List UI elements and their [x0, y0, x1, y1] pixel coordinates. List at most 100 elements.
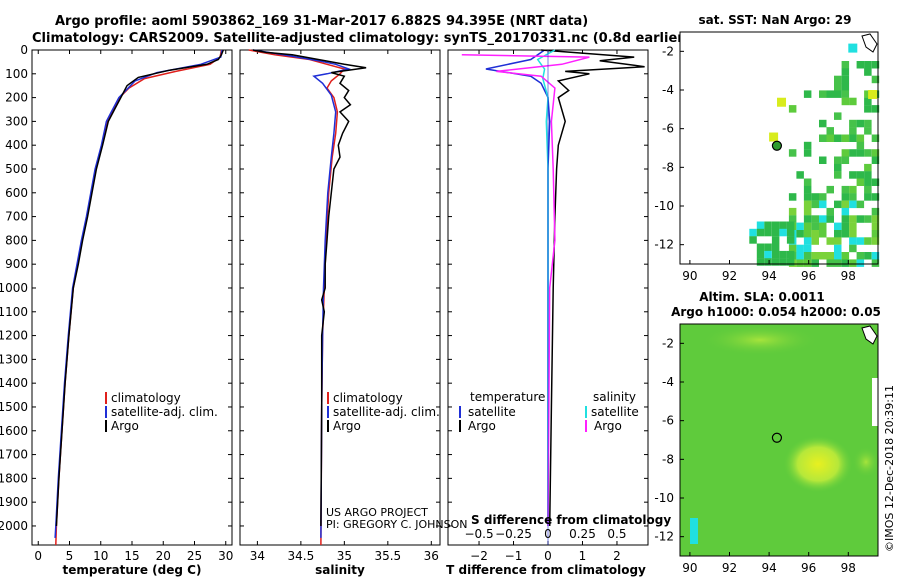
- map-x-tick-label: 96: [801, 561, 816, 575]
- sst-pixel: [826, 215, 834, 223]
- sst-pixel: [803, 215, 812, 223]
- sst-pixel: [788, 105, 797, 113]
- sst-pixel: [834, 222, 842, 231]
- x-tick-label: −2: [470, 549, 488, 563]
- x-tick-label: 36: [424, 549, 439, 563]
- imos-credit: ©IMOS 12-Dec-2018 20:39:11: [883, 385, 896, 552]
- sst-pixel: [796, 244, 804, 253]
- sst-pixel: [841, 200, 850, 209]
- sst-pixel: [856, 171, 865, 179]
- sst-pixel: [841, 215, 850, 223]
- sla-map-axes: 90 92 94 96 98 -2 -4 -6 -8 -10 -12: [654, 336, 856, 575]
- series-argo: [55, 49, 224, 527]
- map-x-tick-label: 96: [801, 269, 816, 283]
- map-y-tick-label: -6: [662, 122, 674, 136]
- sst-pixel: [803, 141, 812, 150]
- sst-pixel: [819, 252, 827, 260]
- sst-pixel: [849, 259, 857, 267]
- sst-pixel: [819, 193, 827, 201]
- sst-pixel: [871, 105, 880, 113]
- depth-tick-label: 1200: [0, 329, 28, 343]
- sst-pixel: [841, 185, 850, 194]
- sla-missing-strip: [872, 378, 878, 426]
- depth-tick-label: 800: [5, 233, 28, 247]
- sst-pixel: [856, 141, 865, 150]
- sst-pixel: [771, 243, 780, 251]
- sst-pixel: [834, 230, 842, 238]
- depth-tick-label: 1300: [0, 352, 28, 366]
- legend-temperature-title: temperature: [470, 390, 545, 404]
- legend-clim-label: climatology: [111, 391, 181, 405]
- sst-pixel: [756, 228, 765, 237]
- depth-tick-label: 1800: [0, 471, 28, 485]
- x-tick-label: 25: [187, 549, 202, 563]
- sst-pixel: [871, 252, 880, 260]
- sst-pixel: [811, 237, 819, 245]
- sst-pixel: [779, 228, 787, 237]
- sst-pixel: [864, 119, 872, 128]
- sst-pixel: [864, 193, 872, 201]
- map-x-tick-label: 90: [682, 269, 697, 283]
- sst-pixel: [786, 258, 795, 266]
- map-y-tick-label: -6: [662, 414, 674, 428]
- depth-tick-label: 500: [5, 162, 28, 176]
- x-tick-label: −1: [505, 549, 523, 563]
- sst-pixel: [856, 237, 865, 245]
- series-climatology: [248, 49, 346, 546]
- sst-pixel: [849, 171, 857, 179]
- sst-pixel: [826, 134, 834, 142]
- sst-pixel: [834, 112, 842, 120]
- sst-pixel: [864, 185, 872, 194]
- sst-pixel: [803, 237, 812, 245]
- legend-clim-label: climatology: [333, 391, 403, 405]
- depth-tick-label: 1700: [0, 448, 28, 462]
- sst-pixel: [811, 252, 819, 260]
- sst-pixel: [764, 243, 772, 251]
- sst-pixel: [841, 83, 850, 91]
- sst-pixel: [803, 244, 812, 253]
- sst-pixel: [864, 105, 872, 113]
- sst-pixel: [856, 215, 865, 223]
- sst-pixel: [841, 252, 850, 260]
- series-satellite-adj-clim-: [252, 49, 352, 538]
- sst-pixel: [849, 127, 857, 135]
- sst-pixel: [803, 193, 812, 201]
- legend-s-argo-label: Argo: [594, 419, 622, 433]
- map-y-tick-label: -10: [654, 491, 674, 505]
- map-x-tick-label: 90: [682, 561, 697, 575]
- map-y-tick-label: -2: [662, 44, 674, 58]
- x-tick-label: 10: [93, 549, 108, 563]
- sst-pixel: [834, 90, 842, 98]
- sst-pixel: [871, 61, 880, 69]
- sst-pixel: [826, 237, 834, 245]
- depth-tick-label: 1400: [0, 376, 28, 390]
- sst-pixel: [841, 259, 850, 267]
- depth-axis: 0 100 200 300 400 500 600 700 800 900 1000 1100 1200…: [0, 43, 648, 533]
- sst-pixel: [864, 90, 872, 98]
- sst-pixel: [849, 200, 857, 209]
- sst-pixel: [819, 222, 827, 231]
- salinity-xlabel: salinity: [315, 563, 365, 577]
- depth-tick-label: 100: [5, 67, 28, 81]
- sst-pixel: [864, 163, 872, 172]
- sst-pixel: [779, 250, 787, 259]
- sst-pixel: [864, 149, 872, 157]
- sst-pixel: [779, 258, 787, 266]
- sst-pixel: [749, 228, 757, 237]
- sst-pixel: [849, 237, 857, 245]
- sst-pixel: [803, 178, 812, 186]
- sst-pixel: [788, 215, 797, 223]
- sst-pixel: [834, 75, 842, 84]
- sst-pixel: [803, 149, 812, 157]
- sst-map-title: sat. SST: NaN Argo: 29: [698, 13, 851, 27]
- map-x-tick-label: 94: [761, 561, 776, 575]
- sst-pixel: [841, 207, 850, 216]
- sst-pixel: [871, 134, 880, 142]
- sst-pixel: [834, 237, 842, 245]
- difference-plot: −2 −1 0 1 2: [461, 49, 645, 563]
- sst-pixel: [864, 97, 872, 106]
- map-y-tick-label: -12: [654, 530, 674, 544]
- sst-pixel: [871, 237, 880, 245]
- legend-argo-label: Argo: [111, 419, 139, 433]
- sst-pixel: [811, 259, 819, 267]
